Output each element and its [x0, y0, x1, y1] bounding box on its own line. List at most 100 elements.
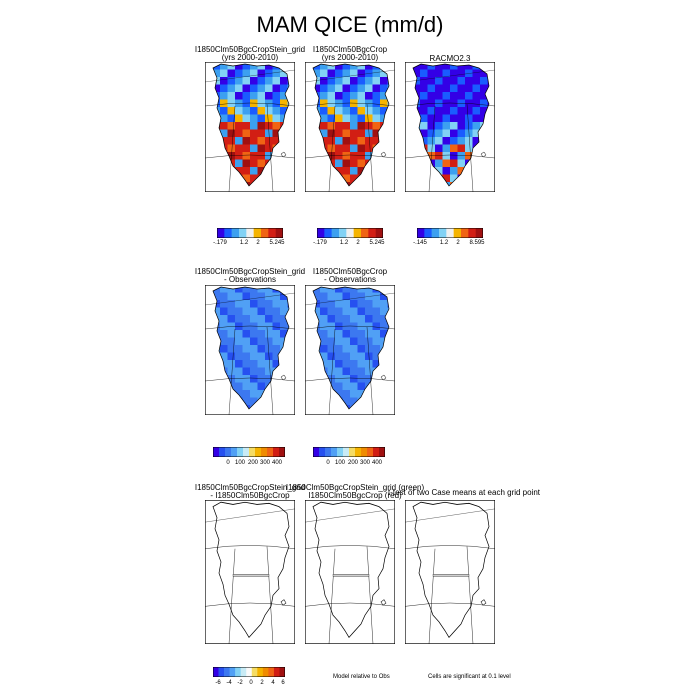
map-panel-5-cell [320, 315, 328, 323]
map-panel-4-cell [250, 292, 258, 301]
map-panel-1-cell [250, 84, 258, 93]
map-panel-3-cell [435, 69, 443, 78]
map-panel-4-cell [257, 382, 266, 391]
map-panel-1-cell [227, 144, 236, 153]
map-panel-5-cell [313, 292, 321, 301]
map-panel-4-cell [205, 308, 213, 316]
map-panel-1-cell [235, 122, 243, 130]
map-panel-1-cell [287, 152, 289, 160]
map-panel-4-cell [257, 390, 266, 398]
map-panel-4-cell [265, 307, 273, 316]
map-panel-2-cell [335, 69, 343, 78]
map-panel-3-cell [480, 167, 488, 175]
map-panel-2-cell [313, 152, 321, 160]
map-panel-2-cell [372, 129, 381, 138]
map-panel-5-cell [327, 405, 336, 409]
map-panel-2-cell [380, 152, 388, 160]
map-panel-3-cell [413, 144, 421, 153]
map-panel-7-gridline [305, 545, 395, 549]
map-panel-2-cell [313, 137, 321, 145]
colorbar-3-tick: 2 [456, 240, 460, 246]
map-panel-2-cell [320, 182, 328, 186]
map-panel-2-cell [320, 77, 328, 85]
map-panel-1-cell [272, 107, 281, 115]
map-panel-1-cell [250, 152, 258, 160]
colorbar-swatch [255, 447, 262, 457]
map-panel-4-cell [220, 300, 228, 308]
map-panel-4-cell [272, 360, 281, 368]
map-panel-7-gridline [305, 602, 395, 607]
map-panel-4-gridline [266, 326, 274, 415]
map-panel-1-cell [287, 92, 289, 100]
map-panel-2-cell [305, 175, 313, 183]
panel-6-label-line2: - I1850Clm50BgcCrop [210, 491, 290, 500]
map-panel-4-cell [227, 330, 236, 338]
map-panel-5-cell [335, 405, 343, 409]
map-panel-5-cell [357, 405, 366, 409]
map-panel-4-cell [235, 367, 243, 376]
map-panel-4-cell [280, 322, 288, 331]
model-relative-note: Model relative to Obs [333, 674, 390, 680]
map-panel-5-cell [365, 345, 373, 353]
map-panel-1-cell [250, 122, 258, 130]
map-panel-5-cell [380, 390, 388, 398]
map-panel-3-cell [442, 174, 451, 183]
map-panel-1-cell [242, 107, 251, 115]
map-panel-2-cell [387, 114, 389, 123]
map-panel-5-cell [305, 360, 313, 368]
colorbar-frame [313, 447, 385, 457]
map-panel-1-cell [220, 99, 228, 108]
map-panel-2-cell [387, 152, 389, 160]
map-panel-5-cell [327, 367, 336, 376]
map-panel-3-cell [413, 69, 421, 78]
map-panel-2-cell [320, 107, 328, 115]
map-panel-5-cell [305, 368, 313, 376]
map-panel-1-cell [272, 174, 281, 183]
map-panel-1-cell [280, 92, 288, 100]
map-panel-2-cell [350, 77, 358, 85]
map-panel-1-cell [205, 175, 213, 183]
map-panel-5-cell [357, 330, 366, 338]
map-panel-1-cell [213, 99, 221, 108]
map-panel-2-cell [313, 69, 321, 78]
map-panel-3-cell [450, 159, 458, 168]
colorbar-swatch [475, 228, 483, 238]
map-panel-5-cell [350, 352, 358, 361]
map-panel-3-cell [435, 159, 443, 168]
map-panel-2-cell [387, 137, 389, 145]
map-panel-5-cell [342, 345, 351, 353]
map-panel-5-cell [380, 287, 388, 293]
map-panel-1-cell [242, 64, 251, 70]
map-panel-1-cell [280, 144, 288, 153]
map-panel-4-cell [280, 367, 288, 376]
map-panel-5-cell [387, 292, 389, 301]
map-panel-3-cell [472, 99, 481, 108]
map-panel-5-cell [342, 322, 351, 331]
map-panel-4-cell [250, 390, 258, 398]
map-panel-5-cell [380, 352, 388, 361]
map-panel-5-cell [320, 287, 328, 293]
map-panel-5-cell [380, 307, 388, 316]
map-panel-4-cell [220, 292, 228, 301]
map-panel-4-cell [280, 330, 288, 338]
map-panel-3-cell [442, 152, 451, 160]
map-panel-4-cell [242, 292, 251, 301]
map-panel-1-cell [220, 174, 228, 183]
map-panel-4-cell [213, 382, 221, 391]
map-panel-2-cell [305, 137, 313, 145]
map-panel-5-cell [380, 397, 388, 406]
map-panel-1-cell [213, 174, 221, 183]
map-panel-3-cell [435, 107, 443, 115]
map-panel-3-cell [457, 137, 466, 145]
map-panel-1-cell [220, 122, 228, 130]
map-panel-1-cell [242, 99, 251, 108]
map-panel-4-cell [242, 360, 251, 368]
panel-8-label-line1: t-test of two Case means at each grid po… [387, 488, 541, 497]
map-panel-4-cell [235, 292, 243, 301]
map-panel-3-cell [442, 144, 451, 153]
colorbar-swatch [279, 447, 285, 457]
map-panel-2-cell [387, 99, 389, 108]
map-panel-6-frame [205, 500, 295, 644]
map-panel-1-cell [265, 92, 273, 100]
map-panel-1-cell [250, 137, 258, 145]
